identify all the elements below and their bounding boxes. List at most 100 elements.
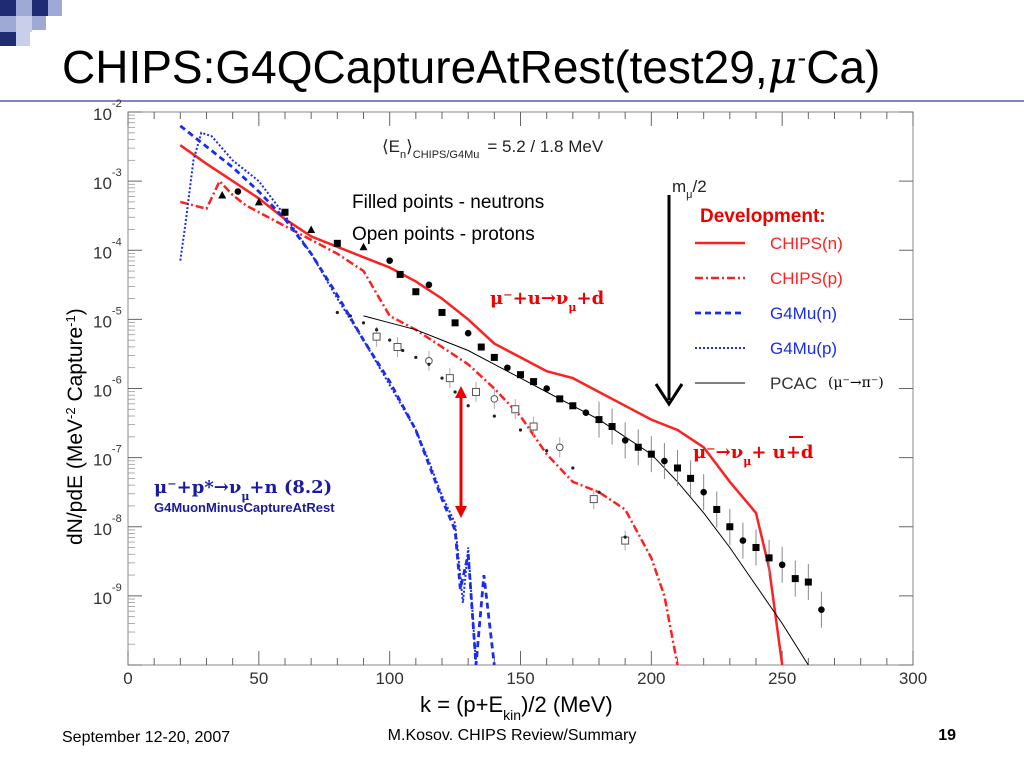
corner-square-6 — [16, 16, 32, 32]
corner-square-3 — [32, 0, 48, 16]
footer-author: M.Kosov. CHIPS Review/Summary — [387, 727, 637, 744]
axis-ticks — [127, 111, 914, 666]
x-tick-label: 0 — [123, 669, 132, 688]
neutron-circle-point — [425, 281, 433, 289]
neutron-circle-point — [582, 409, 590, 416]
proton-small-point — [453, 390, 457, 394]
proton-small-point — [348, 314, 353, 318]
neutron-triangle-point — [218, 190, 227, 199]
neutron-circle-point — [504, 364, 511, 372]
reaction-decay-label: μ⁻→νμ+ u+d — [693, 442, 814, 468]
open-points-note: Open points - protons — [352, 224, 535, 245]
proton-small-point — [518, 428, 523, 432]
proton-square-point — [445, 374, 454, 383]
reaction-p-note: G4MuonMinusCaptureAtRest — [154, 500, 335, 515]
neutron-square-point — [726, 523, 734, 531]
proton-small-point — [427, 362, 431, 366]
legend: CHIPS(n) CHIPS(p) G4Mu(n) G4Mu(p) PCAC — [695, 234, 843, 393]
neutron-square-point — [281, 208, 289, 216]
points-layer — [218, 188, 825, 628]
neutron-square-point — [713, 505, 721, 513]
proton-small-point — [374, 328, 379, 332]
neutron-circle-point — [464, 329, 472, 337]
neutron-circle-point — [700, 488, 707, 496]
neutron-square-point — [438, 308, 446, 316]
legend-label: CHIPS(n) — [770, 234, 843, 253]
footer-date: September 12-20, 2007 — [62, 729, 231, 746]
proton-small-point — [414, 355, 418, 359]
title-sup: - — [797, 42, 807, 73]
proton-circle-point — [490, 395, 499, 403]
x-tick-label: 50 — [249, 669, 268, 688]
neutron-square-point — [608, 423, 616, 431]
proton-square-point — [472, 387, 481, 396]
y-tick-labels: 10-2 10-3 10-4 10-5 10-6 10-7 10-8 10-9 — [93, 98, 122, 608]
mu-half-arrowhead — [654, 383, 684, 407]
neutron-square-point — [477, 343, 485, 351]
neutron-circle-point — [621, 437, 629, 444]
neutron-circle-point — [778, 561, 786, 569]
neutron-square-point — [530, 378, 538, 386]
proton-square-point — [511, 405, 520, 414]
neutron-square-point — [765, 554, 773, 562]
proton-square-point — [393, 343, 402, 352]
neutron-square-point — [396, 270, 404, 278]
x-tick-label: 250 — [768, 669, 796, 688]
corner-square-8 — [0, 32, 16, 46]
corner-square-9 — [16, 32, 30, 46]
neutron-square-point — [556, 395, 564, 403]
proton-square-point — [589, 495, 598, 504]
y-tick-label: 10-8 — [93, 513, 122, 539]
neutron-square-point — [412, 288, 420, 296]
proton-small-point — [492, 414, 496, 418]
reaction-p-label: μ⁻+p*→νμ+n (8.2) — [154, 477, 332, 503]
title-underline — [0, 100, 1024, 102]
x-tick-label: 150 — [506, 669, 534, 688]
red-arrowhead-bottom — [455, 506, 467, 518]
proton-small-point — [440, 376, 444, 380]
proton-square-point — [529, 422, 538, 431]
reaction-u-label: μ⁻+u→νμ+d — [490, 288, 605, 314]
neutron-square-point — [490, 353, 498, 361]
legend-label: PCAC — [770, 374, 817, 393]
mean-energy-annotation: ⟨En⟩CHIPS/G4Mu = 5.2 / 1.8 MeV — [382, 137, 604, 161]
corner-square-5 — [0, 16, 16, 32]
neutron-square-point — [451, 319, 459, 327]
neutron-circle-point — [234, 188, 242, 195]
y-tick-label: 10-2 — [93, 98, 122, 124]
y-axis-label: dN/pdE (MeV-2 Capture-1) — [63, 308, 88, 545]
y-tick-label: 10-6 — [93, 375, 122, 401]
neutron-square-point — [687, 474, 695, 482]
corner-square-2 — [16, 0, 32, 16]
neutron-square-point — [647, 450, 655, 458]
slide-title: CHIPS:G4QCaptureAtRest(test29,μ-Ca) — [62, 40, 880, 94]
page-number: 19 — [938, 727, 956, 744]
corner-square-7 — [32, 16, 46, 30]
proton-small-point — [623, 535, 627, 539]
neutron-circle-point — [543, 385, 550, 392]
proton-small-point — [597, 490, 601, 494]
corner-square-4 — [48, 0, 62, 16]
red-arrowhead-top — [455, 386, 467, 398]
neutron-square-point — [595, 416, 603, 424]
neutron-triangle-point — [359, 242, 368, 251]
series-chips-p- — [179, 178, 679, 666]
proton-small-point — [571, 466, 575, 470]
proton-small-point — [401, 348, 405, 353]
neutron-triangle-point — [307, 225, 316, 234]
x-tick-label: 300 — [899, 669, 927, 688]
y-tick-label: 10-4 — [93, 236, 122, 262]
x-tick-labels: 0 50 100 150 200 250 300 — [123, 669, 927, 688]
title-main-text: CHIPS:G4QCaptureAtRest(test29, — [62, 41, 768, 93]
proton-small-point — [361, 321, 366, 325]
series-g4mu-p- — [179, 131, 477, 666]
legend-label: CHIPS(p) — [770, 269, 843, 288]
title-end-text: Ca) — [806, 41, 881, 93]
development-label: Development: — [700, 206, 826, 227]
neutron-square-point — [791, 575, 799, 583]
mu-half-label: mμ/2 — [672, 177, 707, 201]
y-tick-label: 10-7 — [93, 444, 122, 470]
proton-square-point — [372, 332, 381, 341]
legend-label: G4Mu(n) — [770, 304, 837, 323]
neutron-circle-point — [386, 257, 393, 264]
